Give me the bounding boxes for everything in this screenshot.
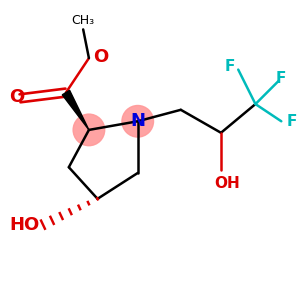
Text: N: N [130,112,145,130]
Text: F: F [287,114,297,129]
Polygon shape [62,90,89,130]
Text: F: F [276,71,286,86]
Circle shape [73,114,105,146]
Text: O: O [10,88,25,106]
Circle shape [122,106,154,137]
Text: O: O [93,48,108,66]
Text: OH: OH [214,176,240,191]
Text: HO: HO [10,216,40,234]
Text: F: F [224,59,235,74]
Text: CH₃: CH₃ [72,14,95,26]
